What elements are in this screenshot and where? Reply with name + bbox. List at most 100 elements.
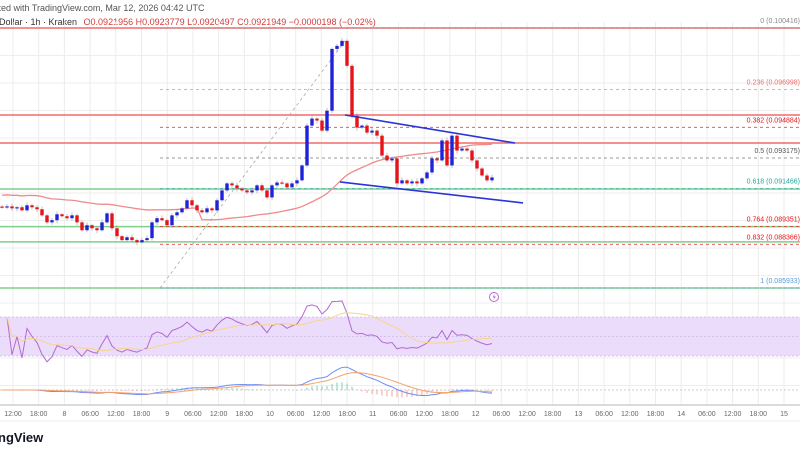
x-tick-label: 18:00 (133, 411, 151, 418)
candle-body (225, 183, 229, 191)
candle-body (115, 228, 119, 237)
candle-body (455, 135, 459, 151)
candle-body (75, 215, 79, 223)
x-tick-label: 8 (62, 411, 66, 418)
trendline (344, 114, 516, 144)
candle-body (145, 238, 149, 241)
fib-level-label: 0.5 (0.093175) (754, 148, 800, 155)
macd-line (1, 366, 493, 397)
candle-body (295, 180, 299, 184)
x-tick-label: 12:00 (415, 411, 433, 418)
candle-body (245, 190, 249, 193)
x-tick-label: 13 (575, 411, 583, 418)
candle-body (375, 130, 379, 136)
x-tick-label: 06:00 (698, 411, 716, 418)
candle-body (480, 168, 484, 176)
candle-body (435, 158, 439, 161)
candle-body (130, 237, 134, 241)
x-tick-label: 18:00 (30, 411, 48, 418)
published-caption: sted with TradingView.com, Mar 12, 2026 … (0, 3, 205, 13)
candle-body (470, 150, 474, 161)
candle-body (190, 200, 194, 206)
candle-body (355, 115, 359, 128)
candle-body (125, 237, 129, 241)
x-tick-label: 9 (165, 411, 169, 418)
candle-body (110, 213, 114, 229)
candle-body (180, 208, 184, 213)
candle-body (150, 222, 154, 239)
candle-body (325, 110, 329, 131)
candle-body (250, 190, 254, 193)
x-tick-label: 18:00 (236, 411, 254, 418)
candle-body (490, 177, 494, 181)
candle-body (290, 183, 294, 188)
x-tick-label: 06:00 (493, 411, 511, 418)
candle-body (140, 240, 144, 243)
fib-level-label: 0.618 (0.091466) (747, 179, 800, 186)
candle-body (215, 200, 219, 211)
candle-body (440, 140, 444, 161)
candle-body (220, 190, 224, 201)
macd-signal-line (1, 372, 493, 395)
candle-body (460, 148, 464, 151)
candle-body (270, 185, 274, 198)
x-tick-label: 18:00 (338, 411, 356, 418)
candle-body (60, 214, 64, 217)
candle-body (0, 206, 4, 208)
candle-body (5, 206, 9, 208)
candle-body (320, 120, 324, 131)
candle-body (50, 220, 54, 223)
candle-body (85, 225, 89, 231)
candle-body (160, 218, 164, 221)
candle-body (410, 181, 414, 184)
candle-body (425, 172, 429, 179)
event-lightning-icon (489, 292, 499, 302)
candle-body (155, 218, 159, 223)
fib-level-label: 0 (0.100416) (760, 18, 800, 25)
x-tick-label: 18:00 (441, 411, 459, 418)
candle-body (120, 236, 124, 241)
candle-body (445, 140, 449, 166)
trendline (339, 181, 524, 204)
x-tick-label: 12:00 (621, 411, 639, 418)
candle-body (265, 190, 269, 198)
candle-body (300, 165, 304, 181)
x-tick-label: 18:00 (647, 411, 665, 418)
tradingview-logo: ngView (0, 430, 44, 445)
candle-body (80, 222, 84, 231)
lightning-glyph (492, 293, 496, 301)
candle-body (350, 65, 354, 116)
candle-body (15, 207, 19, 209)
candle-body (370, 130, 374, 133)
x-tick-label: 12:00 (4, 411, 22, 418)
x-tick-label: 12:00 (107, 411, 125, 418)
candle-body (365, 125, 369, 133)
candle-body (395, 158, 399, 184)
candle-body (380, 135, 384, 156)
fib-level-label: 0.832 (0.088366) (747, 234, 800, 241)
candle-body (485, 175, 489, 181)
x-tick-label: 12:00 (518, 411, 536, 418)
x-tick-label: 15 (780, 411, 788, 418)
candle-body (170, 215, 174, 226)
fib-level-label: 1 (0.085933) (760, 278, 800, 285)
x-tick-label: 06:00 (184, 411, 202, 418)
candle-body (165, 220, 169, 226)
x-tick-label: 10 (266, 411, 274, 418)
candle-body (95, 228, 99, 231)
candle-body (100, 222, 104, 231)
candle-body (360, 125, 364, 128)
fib-level-label: 0.236 (0.096998) (747, 79, 800, 86)
candle-body (315, 118, 319, 121)
candle-body (430, 158, 434, 173)
candle-body (385, 155, 389, 161)
candle-body (340, 40, 344, 46)
candle-body (135, 240, 139, 243)
candle-body (465, 148, 469, 151)
candle-body (35, 207, 39, 210)
candle-body (25, 205, 29, 211)
candle-body (55, 214, 59, 221)
x-tick-label: 06:00 (595, 411, 613, 418)
candle-body (390, 158, 394, 161)
